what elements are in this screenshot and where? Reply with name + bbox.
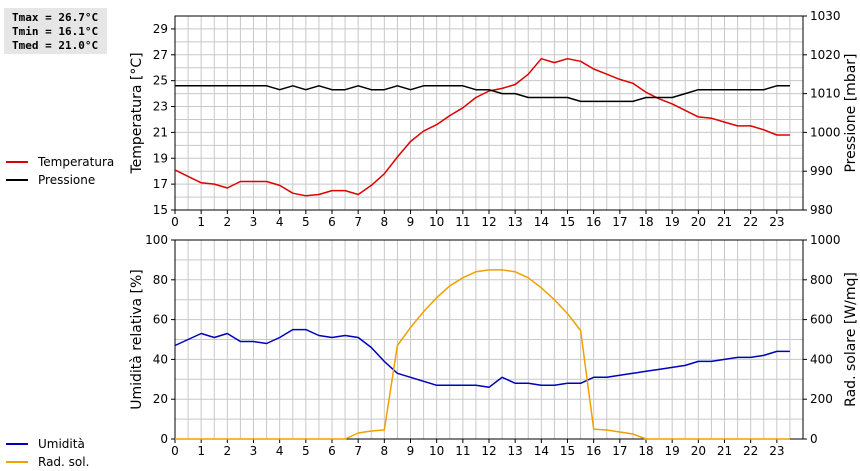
bottom-y2-tick-label: 400 bbox=[810, 352, 833, 366]
top-x-tick-label: 20 bbox=[691, 215, 706, 229]
top-y-tick-label: 17 bbox=[153, 177, 168, 191]
top-x-tick-label: 6 bbox=[328, 215, 336, 229]
top-y2-tick-label: 990 bbox=[810, 164, 833, 178]
legend-swatch-humidity bbox=[6, 442, 28, 445]
bottom-y-tick-label: 100 bbox=[145, 233, 168, 247]
top-x-tick-label: 16 bbox=[586, 215, 601, 229]
bottom-x-tick-label: 12 bbox=[481, 444, 496, 458]
top-x-tick-label: 1 bbox=[197, 215, 205, 229]
top-x-tick-label: 9 bbox=[407, 215, 415, 229]
bottom-x-tick-label: 13 bbox=[508, 444, 523, 458]
bottom-y-tick-label: 80 bbox=[153, 273, 168, 287]
legend-swatch-radiation bbox=[6, 460, 28, 463]
bottom-ylabel: Umidità relativa [%] bbox=[129, 269, 145, 410]
top-y-tick-label: 21 bbox=[153, 125, 168, 139]
legend-label-temperature: Temperatura bbox=[38, 155, 115, 169]
top-ylabel-right: Pressione [mbar] bbox=[843, 53, 859, 172]
bottom-x-tick-label: 5 bbox=[302, 444, 310, 458]
bottom-x-tick-label: 19 bbox=[665, 444, 680, 458]
bottom-x-tick-label: 6 bbox=[328, 444, 336, 458]
top-y-tick-label: 23 bbox=[153, 100, 168, 114]
bottom-y-tick-label: 20 bbox=[153, 392, 168, 406]
top-x-tick-label: 18 bbox=[638, 215, 653, 229]
top-x-tick-label: 3 bbox=[250, 215, 258, 229]
bottom-y-tick-label: 60 bbox=[153, 313, 168, 327]
bottom-x-tick-label: 7 bbox=[354, 444, 362, 458]
bottom-x-tick-label: 14 bbox=[534, 444, 549, 458]
bottom-y2-tick-label: 0 bbox=[810, 432, 818, 446]
bottom-x-tick-label: 11 bbox=[455, 444, 470, 458]
bottom-x-tick-label: 8 bbox=[381, 444, 389, 458]
top-series-line bbox=[175, 85, 790, 103]
top-x-tick-label: 0 bbox=[171, 215, 179, 229]
legend-label-pressure: Pressione bbox=[38, 173, 96, 187]
top-x-tick-label: 23 bbox=[769, 215, 784, 229]
top-x-tick-label: 12 bbox=[481, 215, 496, 229]
bottom-x-tick-label: 17 bbox=[612, 444, 627, 458]
bottom-x-tick-label: 23 bbox=[769, 444, 784, 458]
top-x-tick-label: 5 bbox=[302, 215, 310, 229]
bottom-x-tick-label: 1 bbox=[197, 444, 205, 458]
bottom-x-tick-label: 0 bbox=[171, 444, 179, 458]
bottom-series-line bbox=[174, 328, 790, 389]
legend-humidity: Umidità bbox=[6, 435, 85, 453]
weather-charts: 0 1 2 3 4 5 6 7 8 9 10 11 12 13 14 15 16 17 18 19 20 21 22 2315… bbox=[129, 9, 859, 458]
top-series-line bbox=[174, 57, 790, 197]
top-x-tick-label: 2 bbox=[224, 215, 232, 229]
top-x-tick-label: 13 bbox=[508, 215, 523, 229]
top-y-tick-label: 15 bbox=[153, 203, 168, 217]
top-y2-tick-label: 1000 bbox=[810, 125, 841, 139]
top-ylabel: Temperatura [°C] bbox=[129, 52, 145, 174]
bottom-x-tick-label: 10 bbox=[429, 444, 444, 458]
bottom-x-tick-label: 16 bbox=[586, 444, 601, 458]
top-x-tick-label: 11 bbox=[455, 215, 470, 229]
top-y2-tick-label: 1030 bbox=[810, 9, 841, 23]
top-x-tick-label: 7 bbox=[354, 215, 362, 229]
legend-pressure: Pressione bbox=[6, 171, 95, 189]
legend-temperature: Temperatura bbox=[6, 153, 114, 171]
bottom-y2-tick-label: 1000 bbox=[810, 233, 841, 247]
top-y-tick-label: 19 bbox=[153, 151, 168, 165]
top-y2-tick-label: 1010 bbox=[810, 87, 841, 101]
top-x-tick-label: 19 bbox=[665, 215, 680, 229]
bottom-x-tick-label: 21 bbox=[717, 444, 732, 458]
bottom-x-tick-label: 9 bbox=[407, 444, 415, 458]
top-x-tick-label: 21 bbox=[717, 215, 732, 229]
legend-swatch-pressure bbox=[6, 178, 28, 181]
legend-label-humidity: Umidità bbox=[38, 437, 85, 451]
top-x-tick-label: 8 bbox=[381, 215, 389, 229]
bottom-y2-tick-label: 200 bbox=[810, 392, 833, 406]
bottom-x-tick-label: 22 bbox=[743, 444, 758, 458]
top-x-tick-label: 17 bbox=[612, 215, 627, 229]
bottom-y2-tick-label: 800 bbox=[810, 273, 833, 287]
tmin-label: Tmin = 16.1°C bbox=[12, 25, 99, 38]
bottom-x-tick-label: 20 bbox=[691, 444, 706, 458]
top-x-tick-label: 22 bbox=[743, 215, 758, 229]
bottom-y2-tick-label: 600 bbox=[810, 313, 833, 327]
bottom-x-tick-label: 18 bbox=[638, 444, 653, 458]
tmax-label: Tmax = 26.7°C bbox=[12, 11, 99, 24]
top-y2-tick-label: 980 bbox=[810, 203, 833, 217]
top-y-tick-label: 27 bbox=[153, 48, 168, 62]
top-x-tick-label: 4 bbox=[276, 215, 284, 229]
top-y-tick-label: 29 bbox=[153, 22, 168, 36]
bottom-x-tick-label: 3 bbox=[250, 444, 258, 458]
bottom-x-tick-label: 2 bbox=[224, 444, 232, 458]
bottom-x-tick-label: 15 bbox=[560, 444, 575, 458]
legend-swatch-temperature bbox=[6, 160, 28, 163]
bottom-y-tick-label: 0 bbox=[160, 432, 168, 446]
top-y2-tick-label: 1020 bbox=[810, 48, 841, 62]
top-x-tick-label: 15 bbox=[560, 215, 575, 229]
stats-box: Tmax = 26.7°C Tmin = 16.1°C Tmed = 21.0°… bbox=[4, 8, 107, 54]
bottom-ylabel-right: Rad. solare [W/mq] bbox=[843, 272, 859, 407]
bottom-series-line bbox=[175, 269, 790, 440]
top-x-tick-label: 14 bbox=[534, 215, 549, 229]
tmed-label: Tmed = 21.0°C bbox=[12, 39, 99, 52]
bottom-x-tick-label: 4 bbox=[276, 444, 284, 458]
top-y-tick-label: 25 bbox=[153, 74, 168, 88]
bottom-y-tick-label: 40 bbox=[153, 352, 168, 366]
top-x-tick-label: 10 bbox=[429, 215, 444, 229]
